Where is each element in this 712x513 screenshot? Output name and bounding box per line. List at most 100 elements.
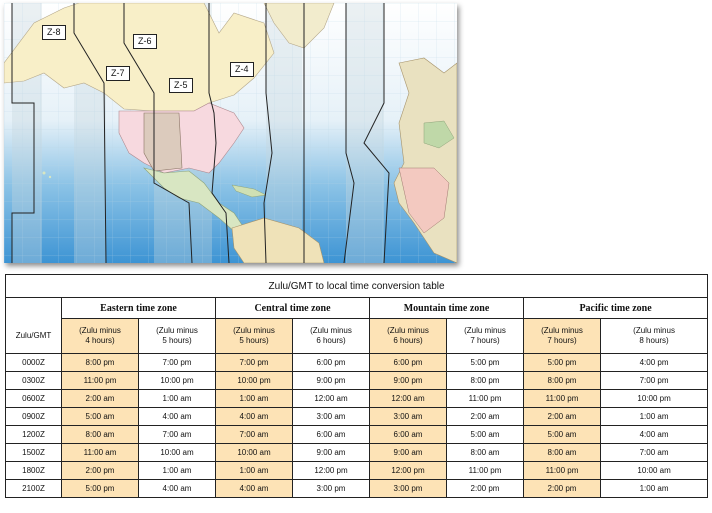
local-time-cell: 10:00 pm <box>599 389 709 408</box>
zone-label-z5: Z-5 <box>169 78 193 93</box>
table-body: 0000Z 8:00 pm 7:00 pm 7:00 pm 6:00 pm 6:00 pm… <box>5 353 709 498</box>
offset-subheader: (Zulu minus 6 hours) <box>292 318 370 354</box>
zulu-time-cell: 0900Z <box>5 407 62 426</box>
local-time-cell: 8:00 pm <box>446 371 524 390</box>
table-row: 0300Z 11:00 pm 10:00 pm 10:00 pm 9:00 pm 9:00… <box>5 371 709 390</box>
local-time-cell: 4:00 am <box>215 407 293 426</box>
local-time-cell: 4:00 am <box>215 479 293 498</box>
zone-label-z4: Z-4 <box>230 62 254 77</box>
local-time-cell: 8:00 am <box>61 425 139 444</box>
local-time-cell: 2:00 pm <box>61 461 139 480</box>
zone-label-z7: Z-7 <box>106 66 130 81</box>
zone-label-z6: Z-6 <box>133 34 157 49</box>
local-time-cell: 1:00 am <box>138 389 216 408</box>
local-time-cell: 8:00 pm <box>61 353 139 372</box>
offset-subheader-line: 7 hours) <box>547 336 577 345</box>
local-time-cell: 7:00 am <box>215 425 293 444</box>
zulu-time-cell: 1800Z <box>5 461 62 480</box>
zone-label-z8: Z-8 <box>42 25 66 40</box>
offset-subheader: (Zulu minus 5 hours) <box>138 318 216 354</box>
local-time-cell: 5:00 pm <box>523 353 601 372</box>
table-row: 0000Z 8:00 pm 7:00 pm 7:00 pm 6:00 pm 6:00 pm… <box>5 353 709 372</box>
local-time-cell: 1:00 am <box>215 461 293 480</box>
offset-subheader: (Zulu minus 6 hours) <box>369 318 447 354</box>
offset-subheader-line: 6 hours) <box>316 336 346 345</box>
map-graphic <box>4 3 457 263</box>
local-time-cell: 12:00 am <box>292 389 370 408</box>
local-time-cell: 1:00 am <box>138 461 216 480</box>
local-time-cell: 10:00 am <box>215 443 293 462</box>
local-time-cell: 6:00 am <box>292 425 370 444</box>
zulu-time-cell: 2100Z <box>5 479 62 498</box>
local-time-cell: 1:00 am <box>599 479 709 498</box>
local-time-cell: 3:00 am <box>369 407 447 426</box>
zulu-time-cell: 0600Z <box>5 389 62 408</box>
local-time-cell: 11:00 pm <box>61 371 139 390</box>
local-time-cell: 11:00 pm <box>523 461 601 480</box>
local-time-cell: 9:00 am <box>292 443 370 462</box>
zulu-time-cell: 1200Z <box>5 425 62 444</box>
local-time-cell: 4:00 am <box>138 407 216 426</box>
local-time-cell: 5:00 am <box>61 407 139 426</box>
offset-subheader: (Zulu minus 8 hours) <box>599 318 709 354</box>
local-time-cell: 2:00 pm <box>446 479 524 498</box>
zone-boundaries <box>11 3 390 263</box>
offset-subheader-line: 8 hours) <box>639 336 669 345</box>
table-row: 0600Z 2:00 am 1:00 am 1:00 am 12:00 am 12:00 … <box>5 389 709 408</box>
offset-subheader-line: (Zulu minus <box>633 326 675 335</box>
local-time-cell: 11:00 am <box>61 443 139 462</box>
local-time-cell: 10:00 am <box>599 461 709 480</box>
offset-subheader: (Zulu minus 7 hours) <box>523 318 601 354</box>
zone-header-central: Central time zone <box>215 297 370 319</box>
local-time-cell: 4:00 am <box>599 425 709 444</box>
zulu-gmt-header: Zulu/GMT <box>5 318 62 354</box>
offset-subheader-line: (Zulu minus <box>541 326 583 335</box>
local-time-cell: 7:00 am <box>138 425 216 444</box>
local-time-cell: 7:00 pm <box>215 353 293 372</box>
table-row: 1200Z 8:00 am 7:00 am 7:00 am 6:00 am 6:00 am… <box>5 425 709 444</box>
local-time-cell: 3:00 am <box>292 407 370 426</box>
local-time-cell: 7:00 pm <box>138 353 216 372</box>
time-zone-map: Z-8 Z-7 Z-6 Z-5 Z-4 <box>4 3 457 263</box>
local-time-cell: 5:00 am <box>446 425 524 444</box>
local-time-cell: 2:00 am <box>61 389 139 408</box>
local-time-cell: 10:00 pm <box>138 371 216 390</box>
local-time-cell: 11:00 pm <box>523 389 601 408</box>
offset-subheader-line: (Zulu minus <box>233 326 275 335</box>
offset-subheader-line: (Zulu minus <box>310 326 352 335</box>
local-time-cell: 5:00 pm <box>61 479 139 498</box>
offset-subheader-line: (Zulu minus <box>79 326 121 335</box>
conversion-table-container: Zulu/GMT to local time conversion table … <box>4 274 709 498</box>
table-row: 0900Z 5:00 am 4:00 am 4:00 am 3:00 am 3:00 am… <box>5 407 709 426</box>
zone-header-mountain: Mountain time zone <box>369 297 524 319</box>
zone-header-eastern: Eastern time zone <box>61 297 216 319</box>
local-time-cell: 9:00 pm <box>369 371 447 390</box>
local-time-cell: 12:00 am <box>369 389 447 408</box>
local-time-cell: 9:00 am <box>369 443 447 462</box>
table-title: Zulu/GMT to local time conversion table <box>4 274 709 298</box>
corner-cell <box>5 297 62 319</box>
local-time-cell: 11:00 pm <box>446 389 524 408</box>
local-time-cell: 3:00 pm <box>292 479 370 498</box>
local-time-cell: 12:00 pm <box>292 461 370 480</box>
local-time-cell: 2:00 am <box>523 407 601 426</box>
local-time-cell: 7:00 am <box>599 443 709 462</box>
local-time-cell: 6:00 pm <box>292 353 370 372</box>
local-time-cell: 1:00 am <box>599 407 709 426</box>
offset-subheader: (Zulu minus 7 hours) <box>446 318 524 354</box>
local-time-cell: 5:00 pm <box>446 353 524 372</box>
local-time-cell: 6:00 pm <box>369 353 447 372</box>
local-time-cell: 8:00 am <box>446 443 524 462</box>
local-time-cell: 2:00 am <box>446 407 524 426</box>
local-time-cell: 4:00 pm <box>599 353 709 372</box>
offset-subheader-line: (Zulu minus <box>387 326 429 335</box>
canada-shape <box>4 3 275 112</box>
offset-subheader-line: 5 hours) <box>162 336 192 345</box>
offset-subheader-line: 5 hours) <box>239 336 269 345</box>
local-time-cell: 4:00 am <box>138 479 216 498</box>
zulu-time-cell: 1500Z <box>5 443 62 462</box>
zulu-time-cell: 0300Z <box>5 371 62 390</box>
zulu-time-cell: 0000Z <box>5 353 62 372</box>
offset-subheader: (Zulu minus 5 hours) <box>215 318 293 354</box>
offset-subheader-line: (Zulu minus <box>464 326 506 335</box>
